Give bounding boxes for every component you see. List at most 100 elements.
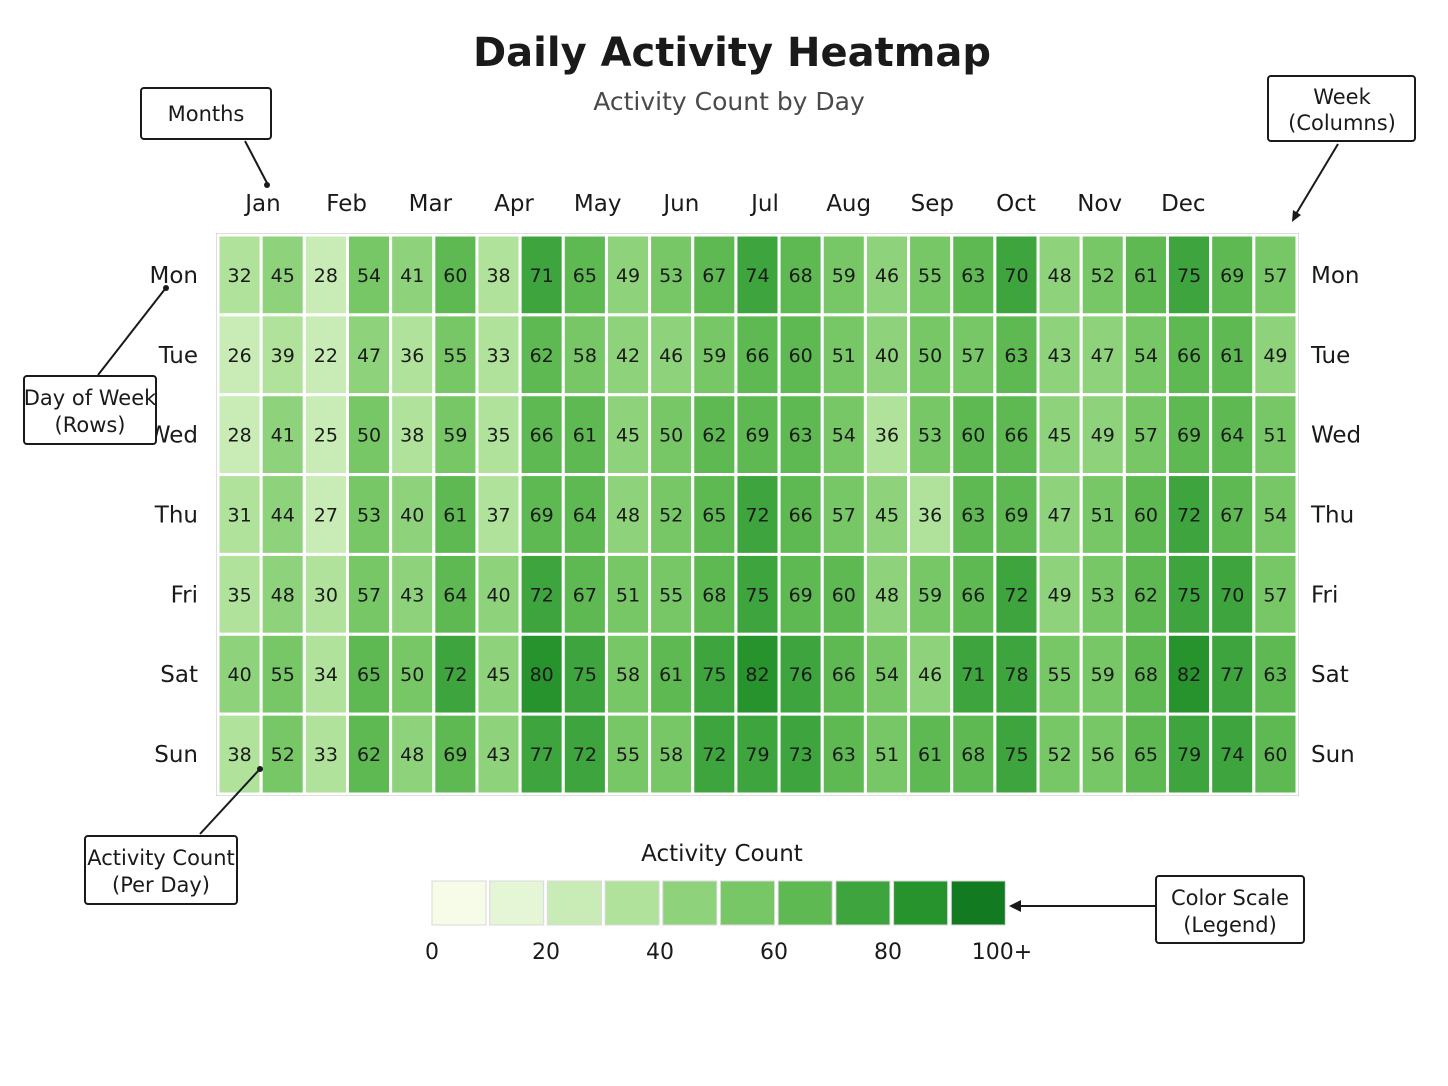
heatmap-cells: 32 45 28 54 41 60 38 71 65 49 53 67 74 68 59 46 55 63 70 48… (216, 233, 1299, 796)
cell-value-label: 22 (314, 345, 338, 367)
heatmap-cell (259, 473, 306, 556)
annotation-day-line2: (Rows) (55, 413, 126, 437)
heatmap-cell (777, 393, 824, 477)
heatmap-cell (907, 233, 954, 317)
heatmap-cell (475, 712, 522, 796)
heatmap-cell (1122, 233, 1170, 317)
cell-value-label: 32 (227, 265, 251, 287)
cell-value-label: 71 (961, 664, 985, 686)
legend-tick-label: 60 (760, 940, 788, 965)
cell-value-label: 38 (400, 425, 424, 447)
cell-value-label: 61 (1134, 265, 1158, 287)
heatmap-cell (648, 632, 695, 716)
cell-value-label: 60 (1134, 505, 1158, 527)
heatmap-cell (1122, 313, 1170, 397)
heatmap-cell (734, 393, 781, 477)
cell-value-label: 37 (486, 505, 510, 527)
heatmap-cell (648, 233, 695, 317)
cell-value-label: 68 (702, 584, 726, 606)
heatmap-cell (518, 393, 565, 477)
legend-swatch (546, 880, 602, 926)
heatmap-cell (518, 552, 565, 636)
cell-value-label: 78 (1004, 664, 1028, 686)
heatmap-cell (561, 712, 608, 796)
heatmap-cell (1079, 393, 1126, 477)
heatmap-cell (561, 233, 608, 317)
cell-value-label: 43 (400, 584, 424, 606)
cell-value-label: 63 (961, 505, 985, 527)
cell-value-label: 69 (789, 584, 813, 606)
cell-value-label: 60 (961, 425, 985, 447)
cell-value-label: 53 (918, 425, 942, 447)
day-label-right: Thu (1310, 503, 1354, 529)
cell-value-label: 66 (530, 425, 554, 447)
annotation-color-scale: Color Scale (Legend) (1009, 875, 1305, 944)
heatmap-cell (345, 393, 393, 477)
cell-value-label: 52 (659, 505, 683, 527)
month-label: Feb (326, 191, 367, 217)
legend-swatch (431, 880, 487, 926)
heatmap-cell (259, 233, 306, 317)
cell-value-label: 66 (961, 584, 985, 606)
cell-value-label: 40 (875, 345, 899, 367)
heatmap-cell (216, 233, 263, 317)
cell-value-label: 46 (918, 664, 942, 686)
month-label: Jun (661, 191, 699, 217)
cell-value-label: 63 (1004, 345, 1028, 367)
month-label: Jul (749, 191, 779, 217)
cell-value-label: 27 (314, 505, 338, 527)
cell-value-label: 75 (1177, 265, 1201, 287)
heatmap-cell (1252, 552, 1299, 636)
heatmap-cell (734, 233, 781, 317)
cell-value-label: 69 (1177, 425, 1201, 447)
heatmap-cell (1036, 712, 1083, 796)
heatmap-cell (1209, 552, 1256, 636)
cell-value-label: 52 (271, 744, 295, 766)
cell-value-label: 63 (961, 265, 985, 287)
heatmap-cell (1122, 473, 1170, 556)
legend-swatch (720, 880, 775, 926)
cell-value-label: 60 (789, 345, 813, 367)
cell-value-label: 62 (357, 744, 381, 766)
cell-value-label: 58 (659, 744, 683, 766)
cell-value-label: 57 (357, 584, 381, 606)
cell-value-label: 55 (616, 744, 640, 766)
month-label: Dec (1161, 191, 1206, 217)
cell-value-label: 41 (271, 425, 295, 447)
legend-tick-label: 40 (646, 940, 674, 965)
cell-value-label: 60 (443, 265, 467, 287)
cell-value-label: 82 (745, 664, 769, 686)
heatmap-cell (1166, 473, 1213, 556)
heatmap-cell (907, 473, 954, 556)
heatmap-cell (302, 393, 349, 477)
cell-value-label: 45 (1048, 425, 1072, 447)
heatmap-cell (1252, 473, 1299, 556)
cell-value-label: 55 (659, 584, 683, 606)
cell-value-label: 36 (400, 345, 424, 367)
annotation-week: Week (Columns) (1267, 75, 1416, 222)
heatmap-cell (907, 712, 954, 796)
heatmap-cell (302, 473, 349, 556)
day-label-left: Fri (171, 582, 198, 608)
annotation-day-of-week: Day of Week (Rows) (23, 285, 169, 445)
cell-value-label: 31 (227, 505, 251, 527)
annotation-day-line1: Day of Week (24, 386, 157, 410)
cell-value-label: 51 (616, 584, 640, 606)
cell-value-label: 49 (1048, 584, 1072, 606)
cell-value-label: 45 (486, 664, 510, 686)
cell-value-label: 72 (702, 744, 726, 766)
cell-value-label: 40 (400, 505, 424, 527)
cell-value-label: 26 (227, 345, 251, 367)
cell-value-label: 49 (616, 265, 640, 287)
cell-value-label: 60 (1263, 744, 1287, 766)
cell-value-label: 67 (1220, 505, 1244, 527)
heatmap-cell (1252, 233, 1299, 317)
cell-value-label: 57 (1134, 425, 1158, 447)
cell-value-label: 64 (443, 584, 467, 606)
heatmap-cell (475, 552, 522, 636)
cell-value-label: 72 (1004, 584, 1028, 606)
heatmap-cell (950, 632, 997, 716)
month-label: May (574, 191, 622, 217)
month-label: Mar (409, 191, 453, 217)
